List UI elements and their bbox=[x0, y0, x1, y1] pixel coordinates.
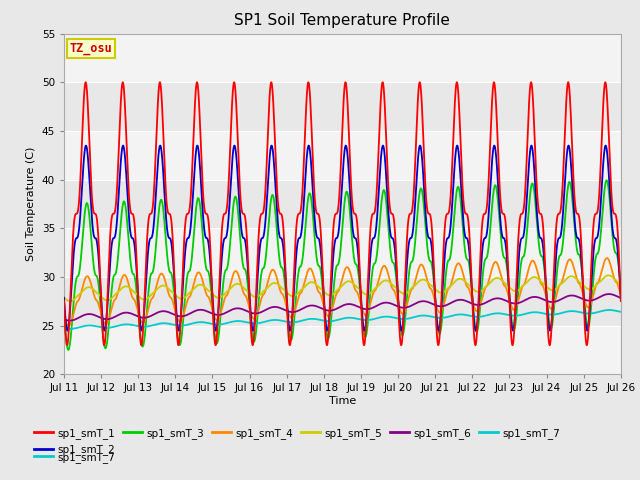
Bar bbox=[64, 228, 621, 277]
sp1_smT_2 bbox=[268, 143, 275, 148]
sp1_smT_6 bbox=[616, 295, 624, 300]
sp1_smT_4 bbox=[161, 275, 168, 280]
sp1_smT_7 bbox=[467, 313, 475, 319]
sp1_smT_7 bbox=[617, 309, 625, 315]
sp1_smT_1 bbox=[63, 342, 71, 348]
sp1_smT_5 bbox=[617, 282, 625, 288]
sp1_smT_6 bbox=[499, 297, 507, 302]
sp1_smT_5 bbox=[60, 295, 68, 300]
sp1_smT_2 bbox=[286, 328, 294, 334]
sp1_smT_6 bbox=[161, 308, 168, 314]
sp1_smT_6 bbox=[322, 307, 330, 313]
Line: sp1_smT_4: sp1_smT_4 bbox=[64, 258, 621, 325]
sp1_smT_6 bbox=[467, 300, 475, 306]
sp1_smT_6 bbox=[66, 318, 74, 324]
sp1_smT_4 bbox=[322, 310, 330, 315]
Line: sp1_smT_3: sp1_smT_3 bbox=[64, 180, 621, 350]
sp1_smT_5 bbox=[499, 278, 507, 284]
sp1_smT_5 bbox=[467, 284, 475, 290]
Line: sp1_smT_2: sp1_smT_2 bbox=[64, 145, 621, 331]
sp1_smT_6 bbox=[60, 316, 68, 322]
sp1_smT_2 bbox=[499, 235, 507, 240]
sp1_smT_4 bbox=[60, 312, 68, 318]
sp1_smT_6 bbox=[436, 303, 444, 309]
sp1_smT_7 bbox=[65, 326, 73, 332]
sp1_smT_4 bbox=[617, 293, 625, 299]
sp1_smT_4 bbox=[65, 323, 72, 328]
sp1_smT_3 bbox=[499, 251, 507, 256]
Bar bbox=[64, 326, 621, 374]
sp1_smT_1 bbox=[161, 153, 168, 159]
sp1_smT_2 bbox=[616, 286, 624, 292]
sp1_smT_3 bbox=[322, 323, 330, 328]
sp1_smT_3 bbox=[617, 288, 625, 293]
sp1_smT_4 bbox=[499, 279, 507, 285]
sp1_smT_4 bbox=[603, 255, 611, 261]
sp1_smT_1 bbox=[467, 271, 475, 277]
sp1_smT_5 bbox=[605, 273, 612, 278]
sp1_smT_7 bbox=[436, 315, 444, 321]
sp1_smT_2 bbox=[436, 315, 444, 321]
X-axis label: Time: Time bbox=[329, 396, 356, 406]
sp1_smT_2 bbox=[468, 279, 476, 285]
sp1_smT_3 bbox=[616, 281, 624, 287]
sp1_smT_2 bbox=[160, 183, 168, 189]
Line: sp1_smT_5: sp1_smT_5 bbox=[64, 276, 621, 301]
sp1_smT_6 bbox=[605, 291, 612, 297]
Line: sp1_smT_7: sp1_smT_7 bbox=[64, 310, 621, 329]
sp1_smT_4 bbox=[436, 310, 444, 315]
sp1_smT_3 bbox=[65, 347, 72, 353]
sp1_smT_3 bbox=[467, 281, 475, 287]
sp1_smT_3 bbox=[161, 216, 168, 222]
sp1_smT_7 bbox=[322, 318, 330, 324]
sp1_smT_1 bbox=[322, 335, 330, 340]
sp1_smT_7 bbox=[616, 309, 624, 314]
sp1_smT_4 bbox=[616, 291, 624, 297]
sp1_smT_5 bbox=[436, 290, 444, 296]
Bar bbox=[64, 131, 621, 180]
sp1_smT_1 bbox=[616, 285, 624, 291]
sp1_smT_3 bbox=[436, 329, 444, 335]
Line: sp1_smT_1: sp1_smT_1 bbox=[64, 82, 621, 345]
sp1_smT_2 bbox=[322, 321, 330, 327]
Bar bbox=[64, 34, 621, 82]
sp1_smT_1 bbox=[617, 298, 625, 304]
sp1_smT_5 bbox=[66, 299, 74, 304]
sp1_smT_2 bbox=[617, 295, 625, 300]
sp1_smT_1 bbox=[602, 79, 609, 85]
sp1_smT_7 bbox=[605, 307, 613, 313]
sp1_smT_1 bbox=[60, 298, 68, 304]
sp1_smT_6 bbox=[617, 295, 625, 301]
Text: TZ_osu: TZ_osu bbox=[70, 42, 112, 55]
sp1_smT_5 bbox=[161, 283, 168, 288]
sp1_smT_2 bbox=[60, 295, 68, 300]
Y-axis label: Soil Temperature (C): Soil Temperature (C) bbox=[26, 147, 36, 261]
sp1_smT_5 bbox=[322, 290, 330, 296]
sp1_smT_7 bbox=[499, 311, 507, 317]
sp1_smT_3 bbox=[603, 178, 611, 183]
sp1_smT_4 bbox=[467, 294, 475, 300]
sp1_smT_7 bbox=[60, 325, 68, 331]
Legend: sp1_smT_7: sp1_smT_7 bbox=[30, 448, 119, 467]
sp1_smT_3 bbox=[60, 312, 68, 318]
Title: SP1 Soil Temperature Profile: SP1 Soil Temperature Profile bbox=[234, 13, 451, 28]
Line: sp1_smT_6: sp1_smT_6 bbox=[64, 294, 621, 321]
sp1_smT_7 bbox=[161, 320, 168, 326]
sp1_smT_1 bbox=[436, 319, 444, 325]
sp1_smT_5 bbox=[616, 281, 624, 287]
sp1_smT_1 bbox=[499, 211, 507, 216]
